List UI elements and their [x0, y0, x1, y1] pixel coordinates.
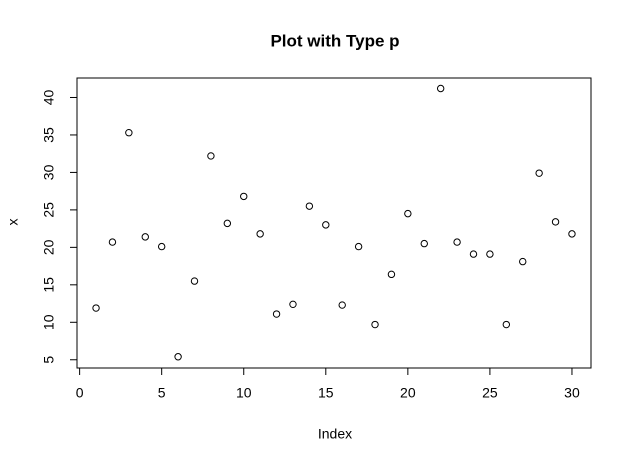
x-tick-label: 10 — [236, 385, 252, 401]
point — [436, 84, 445, 93]
point — [568, 230, 576, 238]
point — [535, 169, 543, 177]
y-tick-label: 10 — [41, 314, 57, 330]
x-axis-label: Index — [318, 426, 352, 442]
point — [289, 300, 297, 309]
point — [240, 192, 248, 201]
point — [387, 270, 396, 279]
point — [453, 238, 461, 246]
y-tick-label: 15 — [41, 277, 57, 293]
y-tick-label: 5 — [41, 356, 57, 364]
point — [190, 277, 199, 285]
point — [322, 221, 330, 229]
point — [338, 301, 346, 309]
point — [125, 129, 133, 137]
point — [223, 219, 232, 228]
point — [404, 209, 412, 218]
point — [354, 242, 363, 251]
x-tick-label: 30 — [564, 385, 580, 401]
x-tick-label: 0 — [76, 385, 84, 401]
point — [272, 310, 281, 318]
x-tick-label: 5 — [158, 385, 166, 401]
point — [551, 218, 560, 226]
y-tick-label: 20 — [41, 239, 57, 255]
plot-box — [76, 77, 592, 369]
point — [108, 238, 117, 246]
y-tick-label: 25 — [41, 202, 57, 218]
point — [174, 353, 182, 361]
y-tick-label: 30 — [41, 164, 57, 180]
point — [420, 239, 428, 248]
x-tick-label: 20 — [400, 385, 416, 401]
point — [469, 250, 478, 258]
point — [92, 304, 100, 312]
point — [371, 320, 379, 329]
point — [207, 152, 215, 160]
y-tick-label: 40 — [41, 89, 57, 105]
x-tick-label: 15 — [318, 385, 334, 401]
y-tick-label: 35 — [41, 127, 57, 143]
point — [157, 242, 166, 251]
point — [502, 320, 511, 329]
y-axis-label: x — [5, 219, 21, 226]
point — [141, 233, 149, 241]
point — [305, 202, 314, 210]
chart-title: Plot with Type p — [270, 31, 399, 50]
point — [256, 230, 264, 238]
point — [486, 250, 494, 258]
x-tick-label: 25 — [482, 385, 498, 401]
point — [519, 257, 527, 266]
